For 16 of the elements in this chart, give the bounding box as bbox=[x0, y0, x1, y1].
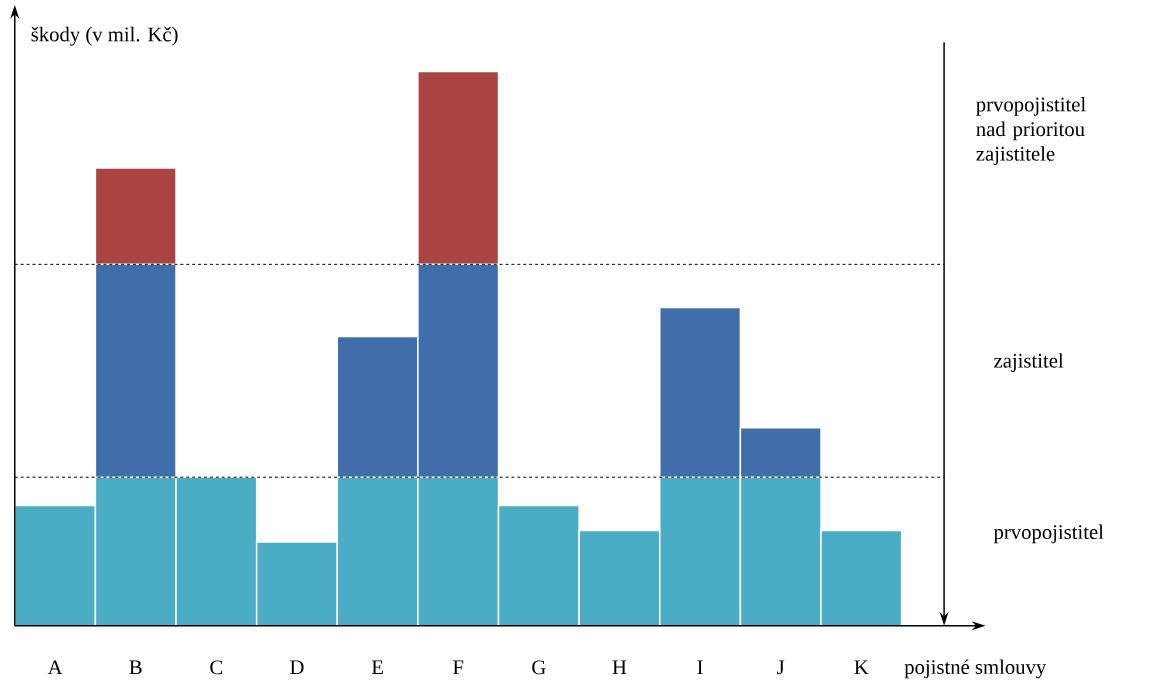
x-tick-label: B bbox=[129, 660, 142, 675]
text: zajistitel bbox=[994, 353, 1064, 373]
x-tick-label: E bbox=[371, 660, 383, 675]
x-tick-label: G bbox=[532, 660, 546, 675]
x-tick-label: A bbox=[47, 660, 63, 675]
text: prvopojistitel bbox=[993, 524, 1104, 544]
x-tick-label: H bbox=[612, 660, 627, 675]
x-tick-label: K bbox=[854, 660, 869, 675]
y-axis-title: škody (v mil. Kč) bbox=[31, 26, 178, 46]
text: prvopojistitel nad prioritou zajistitele bbox=[976, 97, 1086, 166]
x-tick-label: J bbox=[777, 660, 785, 675]
x-axis-title: pojistné smlouvy bbox=[904, 659, 1047, 679]
x-tick-label: C bbox=[210, 660, 223, 675]
x-tick-label: I bbox=[697, 660, 703, 675]
x-tick-label: F bbox=[453, 660, 464, 675]
x-tick-label: D bbox=[290, 660, 304, 675]
